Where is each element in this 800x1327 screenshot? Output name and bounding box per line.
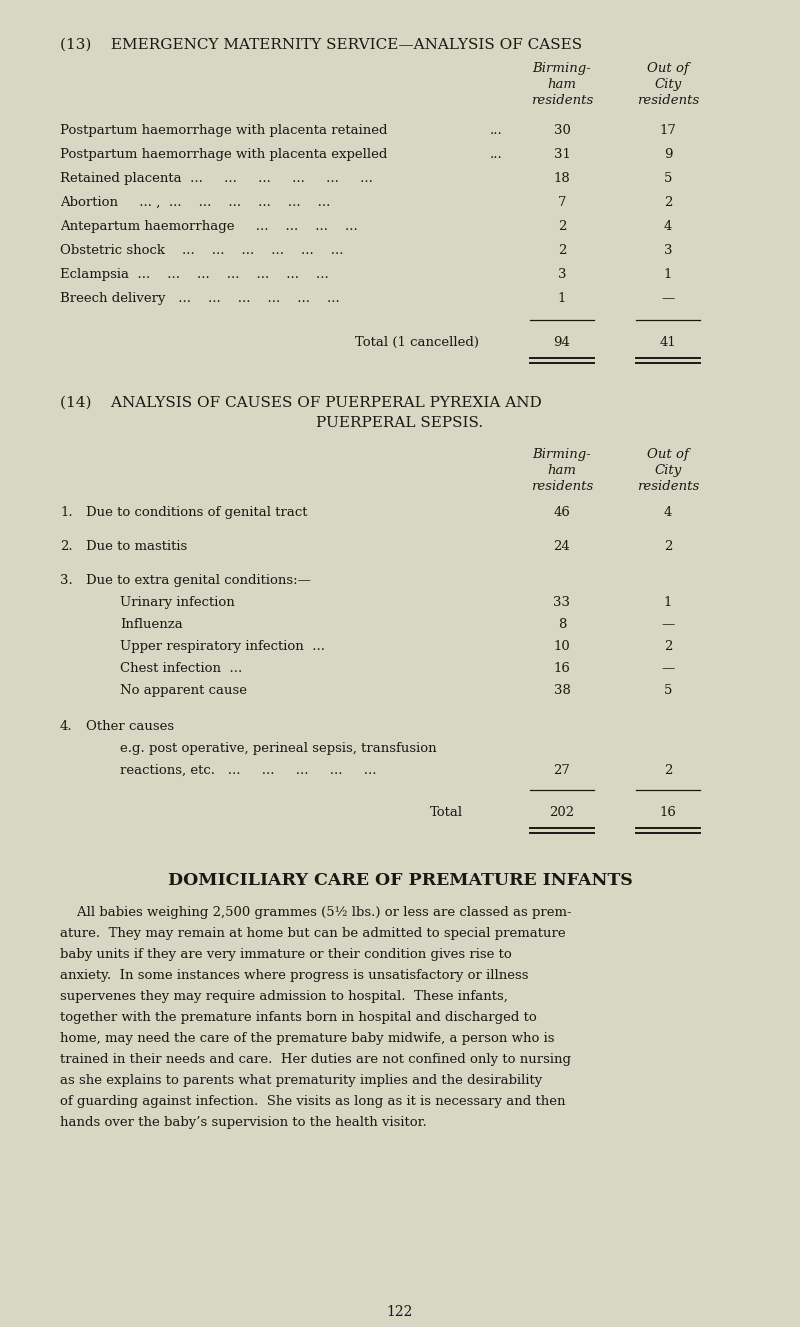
Text: 1: 1 bbox=[664, 596, 672, 609]
Text: 4: 4 bbox=[664, 506, 672, 519]
Text: 3: 3 bbox=[558, 268, 566, 281]
Text: 3: 3 bbox=[664, 244, 672, 257]
Text: 31: 31 bbox=[554, 149, 570, 161]
Text: residents: residents bbox=[637, 480, 699, 494]
Text: 202: 202 bbox=[550, 805, 574, 819]
Text: Antepartum haemorrhage     ...    ...    ...    ...: Antepartum haemorrhage ... ... ... ... bbox=[60, 220, 358, 234]
Text: Breech delivery   ...    ...    ...    ...    ...    ...: Breech delivery ... ... ... ... ... ... bbox=[60, 292, 340, 305]
Text: as she explains to parents what prematurity implies and the desirability: as she explains to parents what prematur… bbox=[60, 1074, 542, 1087]
Text: 33: 33 bbox=[554, 596, 570, 609]
Text: —: — bbox=[662, 662, 674, 675]
Text: 5: 5 bbox=[664, 173, 672, 184]
Text: ...: ... bbox=[490, 123, 502, 137]
Text: Total (1 cancelled): Total (1 cancelled) bbox=[355, 336, 479, 349]
Text: residents: residents bbox=[637, 94, 699, 107]
Text: ...: ... bbox=[490, 149, 502, 161]
Text: together with the premature infants born in hospital and discharged to: together with the premature infants born… bbox=[60, 1011, 537, 1024]
Text: Postpartum haemorrhage with placenta expelled: Postpartum haemorrhage with placenta exp… bbox=[60, 149, 387, 161]
Text: 8: 8 bbox=[558, 618, 566, 632]
Text: home, may need the care of the premature baby midwife, a person who is: home, may need the care of the premature… bbox=[60, 1032, 554, 1044]
Text: Influenza: Influenza bbox=[120, 618, 182, 632]
Text: City: City bbox=[654, 78, 682, 92]
Text: —: — bbox=[662, 618, 674, 632]
Text: 41: 41 bbox=[660, 336, 676, 349]
Text: Birming-: Birming- bbox=[533, 449, 591, 460]
Text: 4: 4 bbox=[664, 220, 672, 234]
Text: 18: 18 bbox=[554, 173, 570, 184]
Text: —: — bbox=[662, 292, 674, 305]
Text: 30: 30 bbox=[554, 123, 570, 137]
Text: baby units if they are very immature or their condition gives rise to: baby units if they are very immature or … bbox=[60, 947, 512, 961]
Text: Obstetric shock    ...    ...    ...    ...    ...    ...: Obstetric shock ... ... ... ... ... ... bbox=[60, 244, 343, 257]
Text: Out of: Out of bbox=[647, 449, 689, 460]
Text: 2: 2 bbox=[558, 244, 566, 257]
Text: ature.  They may remain at home but can be admitted to special premature: ature. They may remain at home but can b… bbox=[60, 928, 566, 940]
Text: (13)    EMERGENCY MATERNITY SERVICE—ANALYSIS OF CASES: (13) EMERGENCY MATERNITY SERVICE—ANALYSI… bbox=[60, 38, 582, 52]
Text: Out of: Out of bbox=[647, 62, 689, 76]
Text: Postpartum haemorrhage with placenta retained: Postpartum haemorrhage with placenta ret… bbox=[60, 123, 387, 137]
Text: 17: 17 bbox=[659, 123, 677, 137]
Text: Chest infection  ...: Chest infection ... bbox=[120, 662, 242, 675]
Text: Total: Total bbox=[430, 805, 463, 819]
Text: 94: 94 bbox=[554, 336, 570, 349]
Text: 2: 2 bbox=[664, 196, 672, 208]
Text: Other causes: Other causes bbox=[86, 721, 174, 733]
Text: Due to mastitis: Due to mastitis bbox=[86, 540, 187, 553]
Text: PUERPERAL SEPSIS.: PUERPERAL SEPSIS. bbox=[317, 415, 483, 430]
Text: ham: ham bbox=[547, 464, 577, 476]
Text: 3.: 3. bbox=[60, 575, 73, 587]
Text: City: City bbox=[654, 464, 682, 476]
Text: 7: 7 bbox=[558, 196, 566, 208]
Text: 1: 1 bbox=[558, 292, 566, 305]
Text: residents: residents bbox=[531, 94, 593, 107]
Text: (14)    ANALYSIS OF CAUSES OF PUERPERAL PYREXIA AND: (14) ANALYSIS OF CAUSES OF PUERPERAL PYR… bbox=[60, 395, 542, 410]
Text: All babies weighing 2,500 grammes (5½ lbs.) or less are classed as prem-: All babies weighing 2,500 grammes (5½ lb… bbox=[60, 906, 572, 920]
Text: 2: 2 bbox=[664, 640, 672, 653]
Text: Retained placenta  ...     ...     ...     ...     ...     ...: Retained placenta ... ... ... ... ... ..… bbox=[60, 173, 373, 184]
Text: 16: 16 bbox=[554, 662, 570, 675]
Text: 4.: 4. bbox=[60, 721, 73, 733]
Text: 24: 24 bbox=[554, 540, 570, 553]
Text: 1: 1 bbox=[664, 268, 672, 281]
Text: DOMICILIARY CARE OF PREMATURE INFANTS: DOMICILIARY CARE OF PREMATURE INFANTS bbox=[168, 872, 632, 889]
Text: Due to extra genital conditions:—: Due to extra genital conditions:— bbox=[86, 575, 311, 587]
Text: of guarding against infection.  She visits as long as it is necessary and then: of guarding against infection. She visit… bbox=[60, 1095, 566, 1108]
Text: 2: 2 bbox=[558, 220, 566, 234]
Text: 9: 9 bbox=[664, 149, 672, 161]
Text: 1.: 1. bbox=[60, 506, 73, 519]
Text: 2: 2 bbox=[664, 540, 672, 553]
Text: e.g. post operative, perineal sepsis, transfusion: e.g. post operative, perineal sepsis, tr… bbox=[120, 742, 437, 755]
Text: 2.: 2. bbox=[60, 540, 73, 553]
Text: anxiety.  In some instances where progress is unsatisfactory or illness: anxiety. In some instances where progres… bbox=[60, 969, 529, 982]
Text: reactions, etc.   ...     ...     ...     ...     ...: reactions, etc. ... ... ... ... ... bbox=[120, 764, 377, 778]
Text: 16: 16 bbox=[659, 805, 677, 819]
Text: 122: 122 bbox=[387, 1304, 413, 1319]
Text: Birming-: Birming- bbox=[533, 62, 591, 76]
Text: 46: 46 bbox=[554, 506, 570, 519]
Text: Urinary infection: Urinary infection bbox=[120, 596, 234, 609]
Text: supervenes they may require admission to hospital.  These infants,: supervenes they may require admission to… bbox=[60, 990, 508, 1003]
Text: 5: 5 bbox=[664, 683, 672, 697]
Text: 10: 10 bbox=[554, 640, 570, 653]
Text: 2: 2 bbox=[664, 764, 672, 778]
Text: 27: 27 bbox=[554, 764, 570, 778]
Text: residents: residents bbox=[531, 480, 593, 494]
Text: hands over the baby’s supervision to the health visitor.: hands over the baby’s supervision to the… bbox=[60, 1116, 426, 1129]
Text: trained in their needs and care.  Her duties are not confined only to nursing: trained in their needs and care. Her dut… bbox=[60, 1054, 571, 1066]
Text: Upper respiratory infection  ...: Upper respiratory infection ... bbox=[120, 640, 325, 653]
Text: Eclampsia  ...    ...    ...    ...    ...    ...    ...: Eclampsia ... ... ... ... ... ... ... bbox=[60, 268, 329, 281]
Text: No apparent cause: No apparent cause bbox=[120, 683, 247, 697]
Text: ham: ham bbox=[547, 78, 577, 92]
Text: Due to conditions of genital tract: Due to conditions of genital tract bbox=[86, 506, 307, 519]
Text: Abortion     ... ,  ...    ...    ...    ...    ...    ...: Abortion ... , ... ... ... ... ... ... bbox=[60, 196, 330, 208]
Text: 38: 38 bbox=[554, 683, 570, 697]
